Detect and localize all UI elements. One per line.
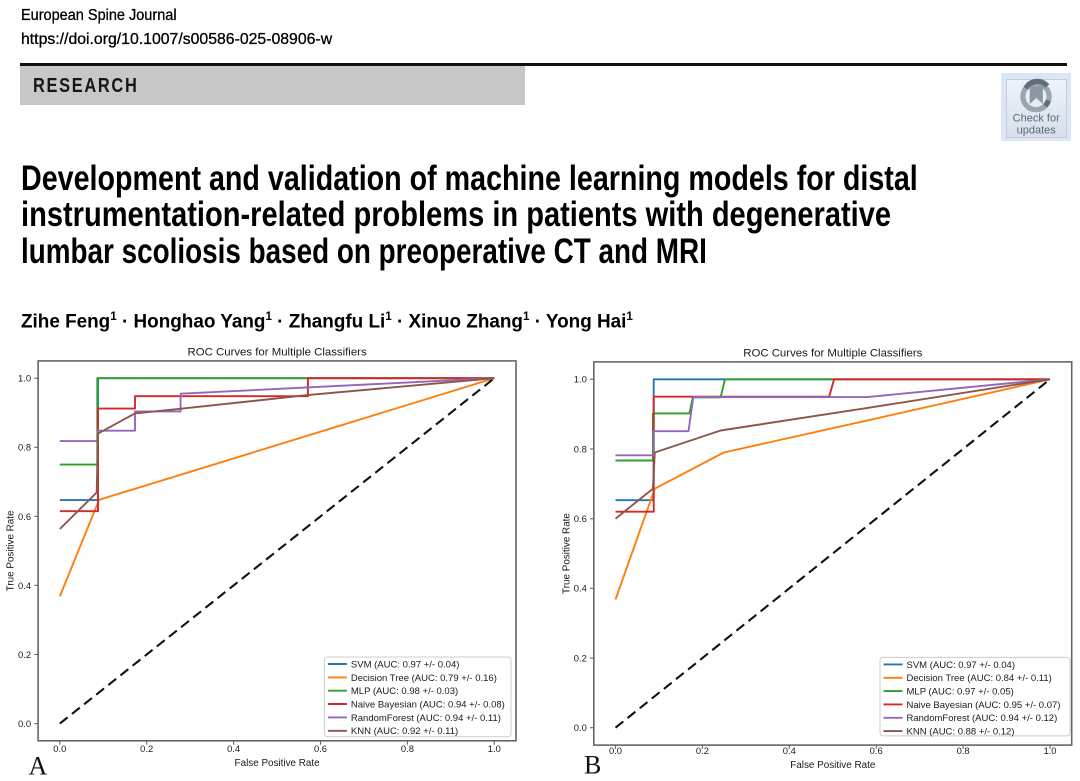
svg-text:SVM (AUC: 0.97 +/- 0.04): SVM (AUC: 0.97 +/- 0.04) (351, 659, 460, 670)
svg-text:True Positive Rate: True Positive Rate (6, 510, 17, 591)
svg-text:Check for: Check for (1013, 113, 1060, 125)
svg-text:1.0: 1.0 (18, 373, 31, 384)
svg-text:0.6: 0.6 (314, 743, 327, 754)
svg-text:0.8: 0.8 (574, 443, 587, 454)
svg-text:0.2: 0.2 (574, 652, 587, 663)
svg-text:0.2: 0.2 (140, 743, 153, 754)
svg-text:True Positive Rate: True Positive Rate (561, 513, 572, 594)
svg-text:0.6: 0.6 (870, 745, 883, 756)
svg-text:Decision Tree (AUC: 0.79 +/- 0: Decision Tree (AUC: 0.79 +/- 0.16) (351, 673, 497, 684)
svg-text:RandomForest (AUC: 0.94 +/- 0.: RandomForest (AUC: 0.94 +/- 0.11) (351, 713, 501, 724)
svg-text:KNN (AUC: 0.92 +/- 0.11): KNN (AUC: 0.92 +/- 0.11) (351, 726, 458, 737)
svg-text:Decision Tree (AUC: 0.84 +/- 0: Decision Tree (AUC: 0.84 +/- 0.11) (907, 673, 1052, 684)
svg-text:0.0: 0.0 (53, 743, 66, 754)
svg-text:ROC Curves for Multiple Classi: ROC Curves for Multiple Classifiers (188, 346, 367, 358)
svg-text:0.4: 0.4 (18, 580, 31, 591)
svg-text:MLP (AUC: 0.98 +/- 0.03): MLP (AUC: 0.98 +/- 0.03) (351, 686, 458, 697)
svg-text:0.4: 0.4 (783, 745, 796, 756)
svg-text:A: A (29, 752, 48, 781)
svg-text:0.8: 0.8 (18, 442, 31, 453)
svg-text:RandomForest (AUC: 0.94 +/- 0.: RandomForest (AUC: 0.94 +/- 0.12) (907, 713, 1058, 724)
svg-text:False Positive Rate: False Positive Rate (790, 760, 876, 771)
svg-text:0.4: 0.4 (227, 743, 240, 754)
svg-text:Naive Bayesian (AUC: 0.95 +/-: Naive Bayesian (AUC: 0.95 +/- 0.07) (907, 700, 1061, 711)
svg-text:0.0: 0.0 (609, 745, 622, 756)
svg-text:updates: updates (1017, 125, 1057, 137)
svg-text:0.0: 0.0 (18, 718, 31, 729)
svg-text:1.0: 1.0 (488, 743, 501, 754)
svg-text:ROC Curves for Multiple Classi: ROC Curves for Multiple Classifiers (743, 347, 922, 359)
svg-text:0.0: 0.0 (574, 722, 587, 733)
svg-text:B: B (584, 751, 601, 780)
svg-text:SVM (AUC: 0.97 +/- 0.04): SVM (AUC: 0.97 +/- 0.04) (907, 660, 1016, 671)
svg-text:Naive Bayesian (AUC: 0.94 +/-: Naive Bayesian (AUC: 0.94 +/- 0.08) (351, 699, 505, 710)
svg-text:0.8: 0.8 (957, 745, 970, 756)
svg-text:1.0: 1.0 (574, 374, 587, 385)
svg-text:0.2: 0.2 (18, 649, 31, 660)
svg-text:0.6: 0.6 (18, 511, 31, 522)
svg-text:KNN (AUC: 0.88 +/- 0.12): KNN (AUC: 0.88 +/- 0.12) (907, 727, 1015, 738)
svg-text:0.2: 0.2 (696, 745, 709, 756)
svg-text:False Positive Rate: False Positive Rate (235, 758, 321, 769)
svg-text:0.6: 0.6 (574, 513, 587, 524)
svg-text:1.0: 1.0 (1043, 745, 1056, 756)
svg-text:MLP (AUC: 0.97 +/- 0.05): MLP (AUC: 0.97 +/- 0.05) (907, 687, 1014, 698)
svg-text:0.8: 0.8 (401, 743, 414, 754)
svg-text:0.4: 0.4 (574, 583, 587, 594)
